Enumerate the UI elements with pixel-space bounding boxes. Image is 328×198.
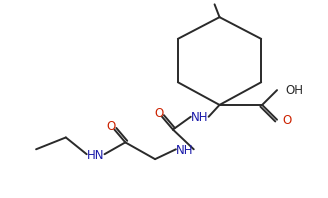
Text: OH: OH (285, 84, 303, 97)
Text: NH: NH (176, 144, 194, 157)
Text: O: O (107, 120, 116, 133)
Text: NH: NH (191, 111, 209, 124)
Text: O: O (282, 114, 291, 127)
Text: O: O (154, 107, 164, 120)
Text: HN: HN (87, 149, 104, 162)
